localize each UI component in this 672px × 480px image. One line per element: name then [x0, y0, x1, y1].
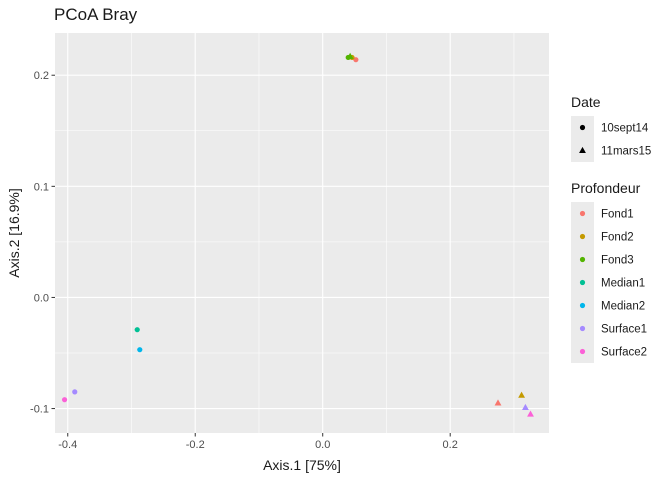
- legend-title: Date: [571, 94, 601, 110]
- y-tick-label: 0.1: [34, 181, 49, 193]
- x-axis-ticks: -0.4 -0.2 0.0 0.2: [58, 433, 458, 451]
- y-tick-label: 0.2: [34, 70, 49, 82]
- data-points: [61, 52, 534, 417]
- y-tick-label: -0.1: [30, 404, 49, 416]
- legend-title: Profondeur: [571, 180, 641, 196]
- legends: Date 10sept14 11mars15 Profondeur Fond1 Fond2…: [571, 94, 651, 363]
- legend-key-symbol: [579, 279, 586, 286]
- legend-key-symbol: [579, 302, 586, 309]
- legend-key-symbol: [579, 233, 586, 240]
- legend-key-symbol: [579, 146, 586, 154]
- data-point: [346, 52, 354, 59]
- data-point: [137, 347, 143, 353]
- data-point: [518, 391, 526, 398]
- legend-key-symbol: [579, 325, 586, 332]
- legend-key-symbol: [579, 256, 586, 263]
- x-tick-label: -0.2: [186, 439, 205, 451]
- x-tick-label: 0.0: [315, 439, 330, 451]
- chart-title: PCoA Bray: [54, 5, 138, 24]
- legend-label: Surface2: [601, 347, 647, 359]
- data-point: [521, 403, 529, 410]
- legend-label: Fond1: [601, 209, 634, 221]
- legend-label: 10sept14: [601, 123, 649, 135]
- legend-label: Fond3: [601, 255, 634, 267]
- legend-label: Median1: [601, 278, 645, 290]
- data-point: [72, 389, 78, 395]
- data-point: [353, 57, 359, 63]
- legend-label: Fond2: [601, 232, 634, 244]
- data-point: [527, 410, 534, 417]
- plot-panel: [55, 33, 549, 433]
- data-point: [494, 399, 502, 406]
- y-axis-title: Axis.2 [16.9%]: [6, 188, 22, 278]
- y-tick-label: 0.0: [34, 292, 49, 304]
- legend-label: Surface1: [601, 324, 647, 336]
- legend-key-symbol: [579, 210, 586, 217]
- legend-label: 11mars15: [601, 146, 651, 158]
- data-point: [134, 327, 140, 333]
- x-tick-label: -0.4: [58, 439, 77, 451]
- y-axis-ticks: -0.1 0.0 0.1 0.2: [30, 70, 55, 416]
- major-gridlines: [55, 33, 549, 433]
- data-point: [61, 397, 68, 403]
- minor-gridlines: [55, 33, 549, 433]
- legend-key-symbol: [579, 348, 586, 355]
- x-axis-title: Axis.1 [75%]: [263, 457, 341, 473]
- legend-label: Median2: [601, 301, 645, 313]
- legend-key-symbol: [579, 124, 586, 131]
- x-tick-label: 0.2: [443, 439, 458, 451]
